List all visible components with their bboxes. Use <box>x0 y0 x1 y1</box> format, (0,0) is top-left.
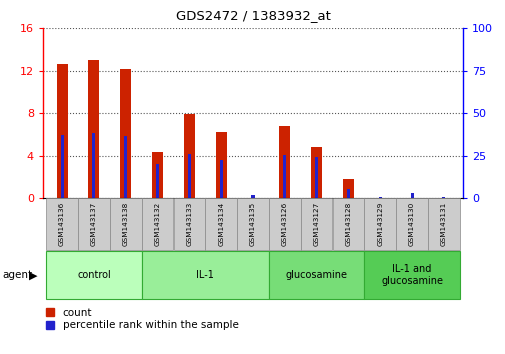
Bar <box>156 164 159 198</box>
Bar <box>46 198 78 250</box>
Bar <box>427 198 459 250</box>
Bar <box>395 198 427 250</box>
Bar <box>300 198 332 250</box>
Bar <box>141 251 268 299</box>
Text: IL-1: IL-1 <box>196 270 214 280</box>
Text: GSM143130: GSM143130 <box>408 202 414 246</box>
Text: GDS2472 / 1383932_at: GDS2472 / 1383932_at <box>175 9 330 22</box>
Bar <box>183 114 194 198</box>
Bar <box>342 179 354 198</box>
Bar <box>152 152 163 198</box>
Bar <box>237 198 268 250</box>
Bar <box>269 251 364 299</box>
Bar <box>279 126 290 198</box>
Bar <box>283 155 286 198</box>
Bar <box>346 189 349 198</box>
Bar <box>187 154 190 198</box>
Text: GSM143127: GSM143127 <box>313 202 319 246</box>
Bar <box>269 198 300 250</box>
Bar <box>410 193 413 198</box>
Bar <box>120 69 131 198</box>
Bar <box>205 198 236 250</box>
Text: glucosamine: glucosamine <box>285 270 347 280</box>
Text: GSM143128: GSM143128 <box>345 202 351 246</box>
Bar <box>124 136 127 198</box>
Legend: count, percentile rank within the sample: count, percentile rank within the sample <box>45 307 239 331</box>
Bar <box>332 198 364 250</box>
Bar <box>61 135 64 198</box>
Bar <box>251 195 254 198</box>
Bar <box>46 251 141 299</box>
Text: IL-1 and
glucosamine: IL-1 and glucosamine <box>380 264 442 286</box>
Text: GSM143126: GSM143126 <box>281 202 287 246</box>
Bar <box>311 147 322 198</box>
Text: GSM143131: GSM143131 <box>440 202 446 246</box>
Text: control: control <box>77 270 111 280</box>
Bar <box>141 198 173 250</box>
Bar <box>173 198 205 250</box>
Bar <box>92 133 95 198</box>
Text: GSM143133: GSM143133 <box>186 202 192 246</box>
Bar <box>88 60 99 198</box>
Text: GSM143135: GSM143135 <box>249 202 256 246</box>
Bar <box>364 198 395 250</box>
Text: GSM143129: GSM143129 <box>377 202 382 246</box>
Text: GSM143137: GSM143137 <box>91 202 97 246</box>
Text: GSM143136: GSM143136 <box>59 202 65 246</box>
Bar <box>215 132 226 198</box>
Text: GSM143138: GSM143138 <box>123 202 128 246</box>
Text: GSM143132: GSM143132 <box>154 202 160 246</box>
Bar <box>378 197 381 198</box>
Bar <box>78 198 110 250</box>
Bar <box>364 251 459 299</box>
Bar <box>57 64 68 198</box>
Text: agent: agent <box>3 270 33 280</box>
Text: ▶: ▶ <box>29 270 38 280</box>
Bar <box>110 198 141 250</box>
Bar <box>315 158 318 198</box>
Text: GSM143134: GSM143134 <box>218 202 224 246</box>
Bar <box>219 160 222 198</box>
